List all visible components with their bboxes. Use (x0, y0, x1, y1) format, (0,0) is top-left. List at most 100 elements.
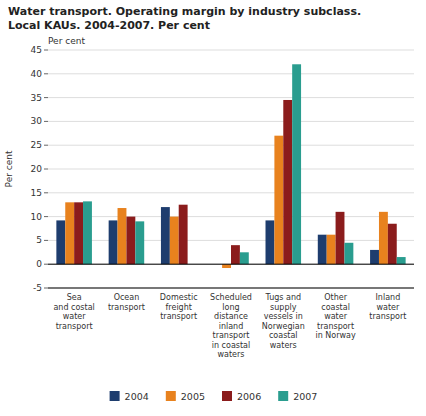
category-label-line: supply (270, 303, 297, 312)
bar (336, 212, 345, 264)
tick-label: 10 (31, 212, 43, 222)
category-label-line: Scheduled (210, 293, 252, 302)
bar (170, 217, 179, 265)
bar (266, 220, 275, 264)
category-label-line: Other (324, 293, 347, 302)
legend-swatch (278, 391, 288, 401)
tick (44, 169, 48, 170)
category-label-line: in Norway (315, 331, 355, 340)
bar (56, 220, 65, 264)
title: Water transport. Operating margin by ind… (8, 5, 361, 18)
legend-label: 2007 (293, 391, 317, 402)
category-label-line: freight (166, 303, 192, 312)
tick (44, 192, 48, 193)
category-label-line: Norwegian (262, 322, 305, 331)
tick-label: 15 (31, 188, 42, 198)
bar (292, 64, 301, 264)
bar (231, 245, 240, 264)
tick (44, 50, 48, 51)
bar (327, 235, 336, 265)
category-label-line: Ocean (114, 293, 140, 302)
bar (240, 252, 249, 264)
category-label-line: transport (369, 312, 406, 321)
bar (379, 212, 388, 264)
legend: 2004 2005 2006 2007 (110, 391, 318, 402)
bar (397, 257, 406, 264)
bar (74, 202, 83, 264)
tick (44, 240, 48, 241)
zero-line (48, 264, 414, 265)
grid-line (48, 192, 414, 193)
category-label-line: transport (56, 322, 93, 331)
category-label-line: water (324, 312, 348, 321)
legend-swatch (222, 391, 232, 401)
category-label-line: long (222, 303, 239, 312)
tick-label: 45 (31, 45, 42, 55)
bar (344, 243, 353, 264)
tick-label: 5 (36, 235, 42, 245)
chart: Water transport. Operating margin by ind… (0, 0, 426, 416)
tick (44, 73, 48, 74)
annotation: Per cent (48, 36, 85, 46)
category-label: Seaand costalwatertransport (53, 293, 94, 331)
category-label-line: inland (219, 322, 244, 331)
grid-line (48, 264, 414, 265)
category-label: Scheduledlongdistanceinlandtransportin c… (210, 293, 252, 359)
category-label-line: transport (317, 322, 354, 331)
tick-label: 40 (31, 69, 43, 79)
grid-line (48, 73, 414, 74)
bar (126, 217, 135, 265)
legend-label: 2005 (181, 391, 205, 402)
bar (318, 235, 327, 265)
tick-label: 25 (31, 140, 42, 150)
legend-swatch (166, 391, 176, 401)
category-label-line: Inland (376, 293, 401, 302)
bar (388, 224, 397, 264)
bar (274, 136, 283, 265)
bar (118, 208, 127, 264)
bar (135, 221, 144, 264)
tick-label: 35 (31, 93, 42, 103)
category-label-line: vessels in (264, 312, 303, 321)
grid-line (48, 50, 414, 51)
category-label-line: in coastal (212, 341, 250, 350)
category-label-line: waters (218, 350, 245, 359)
bar (83, 201, 92, 264)
tick (44, 216, 48, 217)
tick (44, 264, 48, 265)
legend-label: 2004 (125, 391, 149, 402)
grid-line (48, 97, 414, 98)
grid-line (48, 240, 414, 241)
category-label: Domesticfreighttransport (160, 293, 198, 321)
category-label-line: transport (160, 312, 197, 321)
bar (161, 207, 170, 264)
bar (109, 220, 118, 264)
grid-line (48, 288, 414, 289)
tick (44, 145, 48, 146)
bar (370, 250, 379, 264)
category-label-line: and costal (53, 303, 94, 312)
tick (44, 97, 48, 98)
category-label-line: Tugs and (264, 293, 301, 302)
tick-label: -5 (33, 283, 42, 293)
bar (222, 264, 231, 268)
y-axis-label: Per cent (4, 150, 14, 187)
category-label-line: distance (214, 312, 248, 321)
tick-label: 30 (31, 116, 43, 126)
subtitle: Local KAUs. 2004-2007. Per cent (8, 19, 210, 32)
category-label: Tugs andsupplyvessels inNorwegiancoastal… (262, 293, 305, 350)
category-label-line: transport (108, 303, 145, 312)
category-label-line: Sea (67, 293, 82, 302)
tick (44, 288, 48, 289)
category-label-line: transport (213, 331, 250, 340)
grid-line (48, 121, 414, 122)
grid-line (48, 145, 414, 146)
category-label-line: water (376, 303, 400, 312)
legend-label: 2006 (237, 391, 261, 402)
bar (283, 100, 292, 264)
category-label: Oceantransport (108, 293, 145, 312)
category-label-line: coastal (321, 303, 350, 312)
category-label-line: coastal (269, 331, 298, 340)
category-label-line: waters (270, 341, 297, 350)
category-label-line: water (63, 312, 87, 321)
